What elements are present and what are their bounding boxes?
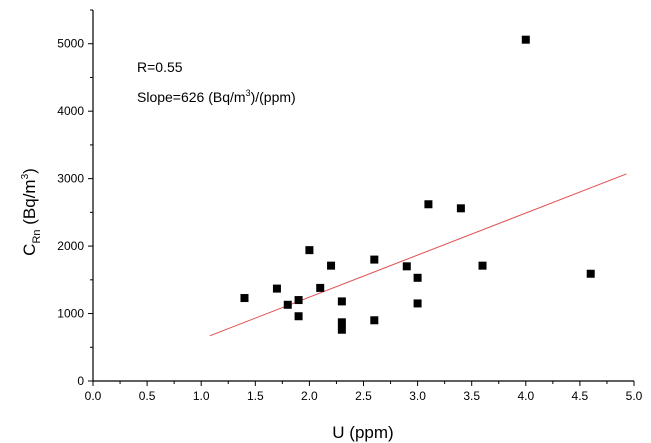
x-axis-title: U (ppm) (332, 423, 393, 442)
data-point (402, 262, 411, 271)
data-point (424, 200, 433, 209)
y-axis-title: CRn (Bq/m3) (20, 168, 43, 256)
y-tick-label: 1000 (57, 307, 84, 321)
data-point (456, 204, 465, 213)
y-tick-label: 4000 (57, 104, 84, 118)
regression-line-group (209, 173, 627, 337)
y-axis-title-main: C (20, 244, 39, 256)
data-point (337, 297, 346, 306)
data-point (413, 299, 422, 308)
data-point (305, 246, 314, 255)
slope-annotation-superscript: 3 (246, 88, 251, 98)
data-point (478, 261, 487, 270)
x-tick-label: 4.5 (572, 389, 589, 403)
regression-line (209, 173, 627, 337)
data-point (370, 316, 379, 325)
slope-annotation: Slope=626 (Bq/m3)/(ppm) (137, 88, 296, 105)
data-point (294, 312, 303, 321)
r-annotation: R=0.55 (137, 59, 183, 75)
x-tick-label: 1.0 (193, 389, 210, 403)
data-points (240, 35, 595, 334)
x-tick-label: 0.5 (139, 389, 156, 403)
y-tick-label: 2000 (57, 239, 84, 253)
y-axis-ticks: 0 1000 2000 3000 4000 5000 (57, 9, 93, 388)
data-point (586, 269, 595, 278)
y-axis-title-superscript: 3 (20, 173, 31, 179)
data-point (316, 283, 325, 292)
y-axis-title-unit-close: ) (20, 168, 39, 174)
x-tick-label: 5.0 (626, 389, 643, 403)
data-point (337, 325, 346, 334)
data-point (370, 255, 379, 264)
data-point (413, 273, 422, 282)
x-tick-label: 3.0 (409, 389, 426, 403)
data-point (272, 284, 281, 293)
x-tick-label: 0.0 (85, 389, 102, 403)
y-axis-title-subscript: Rn (31, 229, 43, 243)
x-tick-label: 3.5 (463, 389, 480, 403)
data-point (240, 294, 249, 303)
data-point (283, 300, 292, 309)
x-tick-label: 2.0 (301, 389, 318, 403)
data-point (521, 35, 530, 44)
slope-annotation-suffix: )/(ppm) (251, 89, 296, 105)
slope-annotation-text: Slope=626 (Bq/m (137, 89, 246, 105)
x-axis-ticks: 0.0 0.5 1.0 1.5 2.0 2.5 3.0 3.5 4.0 4.5 5.0 (85, 381, 643, 403)
x-tick-label: 2.5 (355, 389, 372, 403)
x-tick-label: 1.5 (247, 389, 264, 403)
data-point (294, 296, 303, 305)
y-tick-label: 5000 (57, 37, 84, 51)
y-tick-label: 0 (77, 374, 84, 388)
data-point (337, 318, 346, 327)
data-point (327, 261, 336, 270)
x-tick-label: 4.0 (517, 389, 534, 403)
y-tick-label: 3000 (57, 172, 84, 186)
y-axis-title-unit: (Bq/m (20, 179, 39, 229)
